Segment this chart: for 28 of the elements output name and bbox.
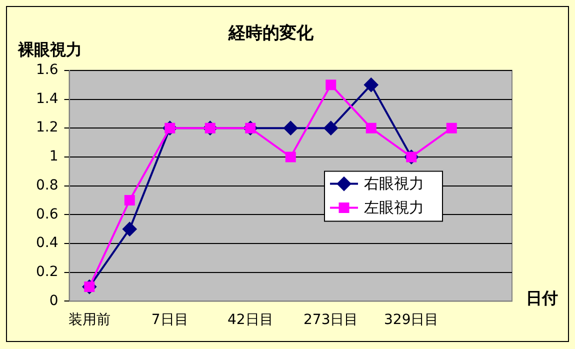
y-tick-label: 0.4 [36, 235, 58, 252]
point [326, 80, 336, 90]
point [364, 78, 378, 92]
chart-title: 経時的変化 [228, 24, 314, 44]
x-tick-label: 329日目 [384, 312, 439, 328]
x-tick-label: 273日目 [304, 312, 358, 328]
y-tick-label: 1.6 [36, 62, 58, 78]
point [284, 121, 298, 136]
x-axis-title: 日付 [526, 288, 558, 308]
point [446, 122, 457, 134]
y-tick-label: 1.4 [36, 90, 58, 107]
x-tick-label: 42日目 [227, 312, 274, 328]
y-tick-label: 1.2 [36, 120, 58, 136]
x-tick-label: 7日目 [151, 312, 188, 328]
point [285, 152, 296, 162]
legend-label: 左眼視力 [364, 198, 424, 217]
x-tick-label: 装用前 [68, 312, 110, 328]
point [122, 222, 137, 236]
legend-label: 右眼視力 [364, 174, 424, 193]
y-tick-label: 0.6 [36, 206, 58, 222]
point [324, 121, 338, 136]
y-tick-label: 0 [49, 292, 58, 309]
y-tick-label: 0.2 [36, 264, 58, 280]
y-tick-label: 1 [49, 148, 58, 165]
y-axis-title: 裸眼視力 [17, 40, 82, 60]
point [124, 194, 135, 206]
point [366, 122, 376, 134]
y-tick-label: 0.8 [36, 177, 58, 194]
